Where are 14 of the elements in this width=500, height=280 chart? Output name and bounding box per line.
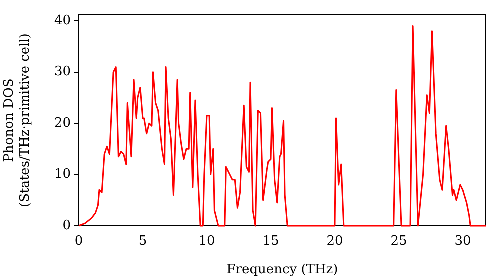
x-tick-label: 5 — [138, 234, 148, 250]
y-axis-title: Phonon DOS (States/THz·primitive cell) — [2, 33, 33, 208]
y-tick-label: 30 — [54, 64, 71, 80]
y-tick-label: 20 — [54, 116, 71, 131]
x-tick-label: 20 — [326, 234, 344, 250]
x-tick-label: 25 — [390, 234, 408, 250]
x-tick-label: 15 — [262, 234, 280, 250]
x-tick-label: 30 — [454, 234, 472, 250]
x-tick-label: 10 — [198, 234, 216, 250]
y-tick-label: 40 — [54, 14, 71, 29]
x-axis-title: Frequency (THz) — [226, 262, 338, 278]
y-tick-label: 0 — [62, 218, 71, 234]
y-tick-label: 10 — [54, 167, 71, 182]
x-tick-label: 0 — [74, 234, 84, 250]
